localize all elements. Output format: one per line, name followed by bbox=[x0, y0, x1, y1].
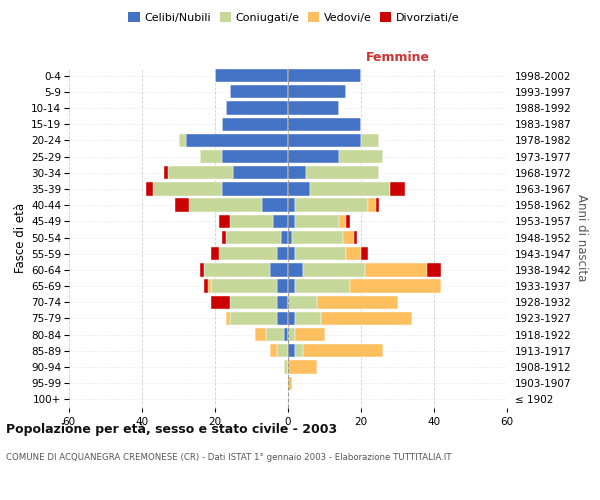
Bar bbox=[295, 214, 339, 228]
Bar bbox=[427, 263, 442, 276]
Text: Femmine: Femmine bbox=[365, 51, 430, 64]
Text: Popolazione per età, sesso e stato civile - 2003: Popolazione per età, sesso e stato civil… bbox=[6, 422, 337, 436]
Bar bbox=[270, 344, 277, 358]
Bar bbox=[339, 214, 346, 228]
Bar bbox=[346, 247, 361, 260]
Bar bbox=[288, 312, 295, 325]
Bar bbox=[343, 231, 354, 244]
Bar bbox=[211, 247, 218, 260]
Bar bbox=[295, 247, 346, 260]
Bar bbox=[204, 280, 208, 292]
Bar bbox=[288, 296, 317, 309]
Bar bbox=[270, 263, 288, 276]
Bar bbox=[295, 198, 368, 212]
Bar bbox=[288, 166, 306, 179]
Bar bbox=[288, 263, 302, 276]
Bar bbox=[288, 247, 295, 260]
Bar bbox=[164, 166, 167, 179]
Bar bbox=[295, 328, 325, 342]
Bar bbox=[223, 182, 288, 196]
Bar bbox=[277, 296, 288, 309]
Bar bbox=[310, 182, 390, 196]
Bar bbox=[223, 118, 288, 131]
Y-axis label: Anni di nascita: Anni di nascita bbox=[575, 194, 588, 281]
Bar bbox=[255, 328, 266, 342]
Bar bbox=[288, 376, 292, 390]
Legend: Celibi/Nubili, Coniugati/e, Vedovi/e, Divorziati/e: Celibi/Nubili, Coniugati/e, Vedovi/e, Di… bbox=[124, 8, 464, 28]
Bar bbox=[223, 150, 288, 163]
Bar bbox=[230, 296, 277, 309]
Bar bbox=[204, 263, 270, 276]
Bar bbox=[295, 280, 350, 292]
Bar bbox=[146, 182, 153, 196]
Bar bbox=[277, 247, 288, 260]
Y-axis label: Fasce di età: Fasce di età bbox=[14, 202, 27, 272]
Bar bbox=[179, 134, 186, 147]
Bar bbox=[200, 150, 223, 163]
Bar bbox=[317, 296, 398, 309]
Bar bbox=[284, 328, 288, 342]
Bar bbox=[288, 69, 361, 82]
Bar bbox=[295, 312, 321, 325]
Bar bbox=[361, 247, 368, 260]
Bar bbox=[211, 296, 230, 309]
Bar bbox=[200, 263, 204, 276]
Bar bbox=[288, 198, 295, 212]
Bar bbox=[167, 166, 233, 179]
Bar bbox=[306, 166, 379, 179]
Bar bbox=[354, 231, 358, 244]
Bar bbox=[208, 280, 211, 292]
Bar bbox=[186, 134, 288, 147]
Bar bbox=[288, 150, 339, 163]
Bar bbox=[277, 280, 288, 292]
Bar bbox=[284, 360, 288, 374]
Bar bbox=[222, 231, 226, 244]
Bar bbox=[288, 102, 339, 114]
Bar bbox=[175, 198, 190, 212]
Bar bbox=[302, 263, 365, 276]
Bar bbox=[277, 344, 288, 358]
Bar bbox=[368, 198, 376, 212]
Bar bbox=[365, 263, 427, 276]
Bar bbox=[190, 198, 262, 212]
Bar bbox=[215, 69, 288, 82]
Bar bbox=[230, 85, 288, 98]
Bar bbox=[288, 182, 310, 196]
Bar bbox=[302, 344, 383, 358]
Bar bbox=[288, 360, 317, 374]
Bar bbox=[211, 280, 277, 292]
Bar bbox=[153, 182, 223, 196]
Bar bbox=[288, 231, 292, 244]
Bar bbox=[262, 198, 288, 212]
Bar bbox=[376, 198, 379, 212]
Bar bbox=[292, 231, 343, 244]
Bar bbox=[233, 166, 288, 179]
Bar bbox=[281, 231, 288, 244]
Bar bbox=[288, 214, 295, 228]
Bar bbox=[266, 328, 284, 342]
Bar bbox=[226, 231, 281, 244]
Bar bbox=[390, 182, 405, 196]
Bar bbox=[346, 214, 350, 228]
Bar bbox=[288, 134, 361, 147]
Bar bbox=[295, 344, 302, 358]
Bar bbox=[339, 150, 383, 163]
Text: COMUNE DI ACQUANEGRA CREMONESE (CR) - Dati ISTAT 1° gennaio 2003 - Elaborazione : COMUNE DI ACQUANEGRA CREMONESE (CR) - Da… bbox=[6, 452, 452, 462]
Bar bbox=[277, 312, 288, 325]
Bar bbox=[321, 312, 412, 325]
Bar bbox=[226, 312, 230, 325]
Bar bbox=[288, 118, 361, 131]
Bar bbox=[288, 85, 346, 98]
Bar bbox=[288, 344, 295, 358]
Bar bbox=[218, 214, 230, 228]
Bar bbox=[288, 280, 295, 292]
Bar bbox=[274, 214, 288, 228]
Bar bbox=[350, 280, 442, 292]
Bar bbox=[218, 247, 277, 260]
Bar bbox=[226, 102, 288, 114]
Bar bbox=[230, 312, 277, 325]
Bar bbox=[230, 214, 274, 228]
Bar bbox=[361, 134, 379, 147]
Bar bbox=[288, 328, 295, 342]
